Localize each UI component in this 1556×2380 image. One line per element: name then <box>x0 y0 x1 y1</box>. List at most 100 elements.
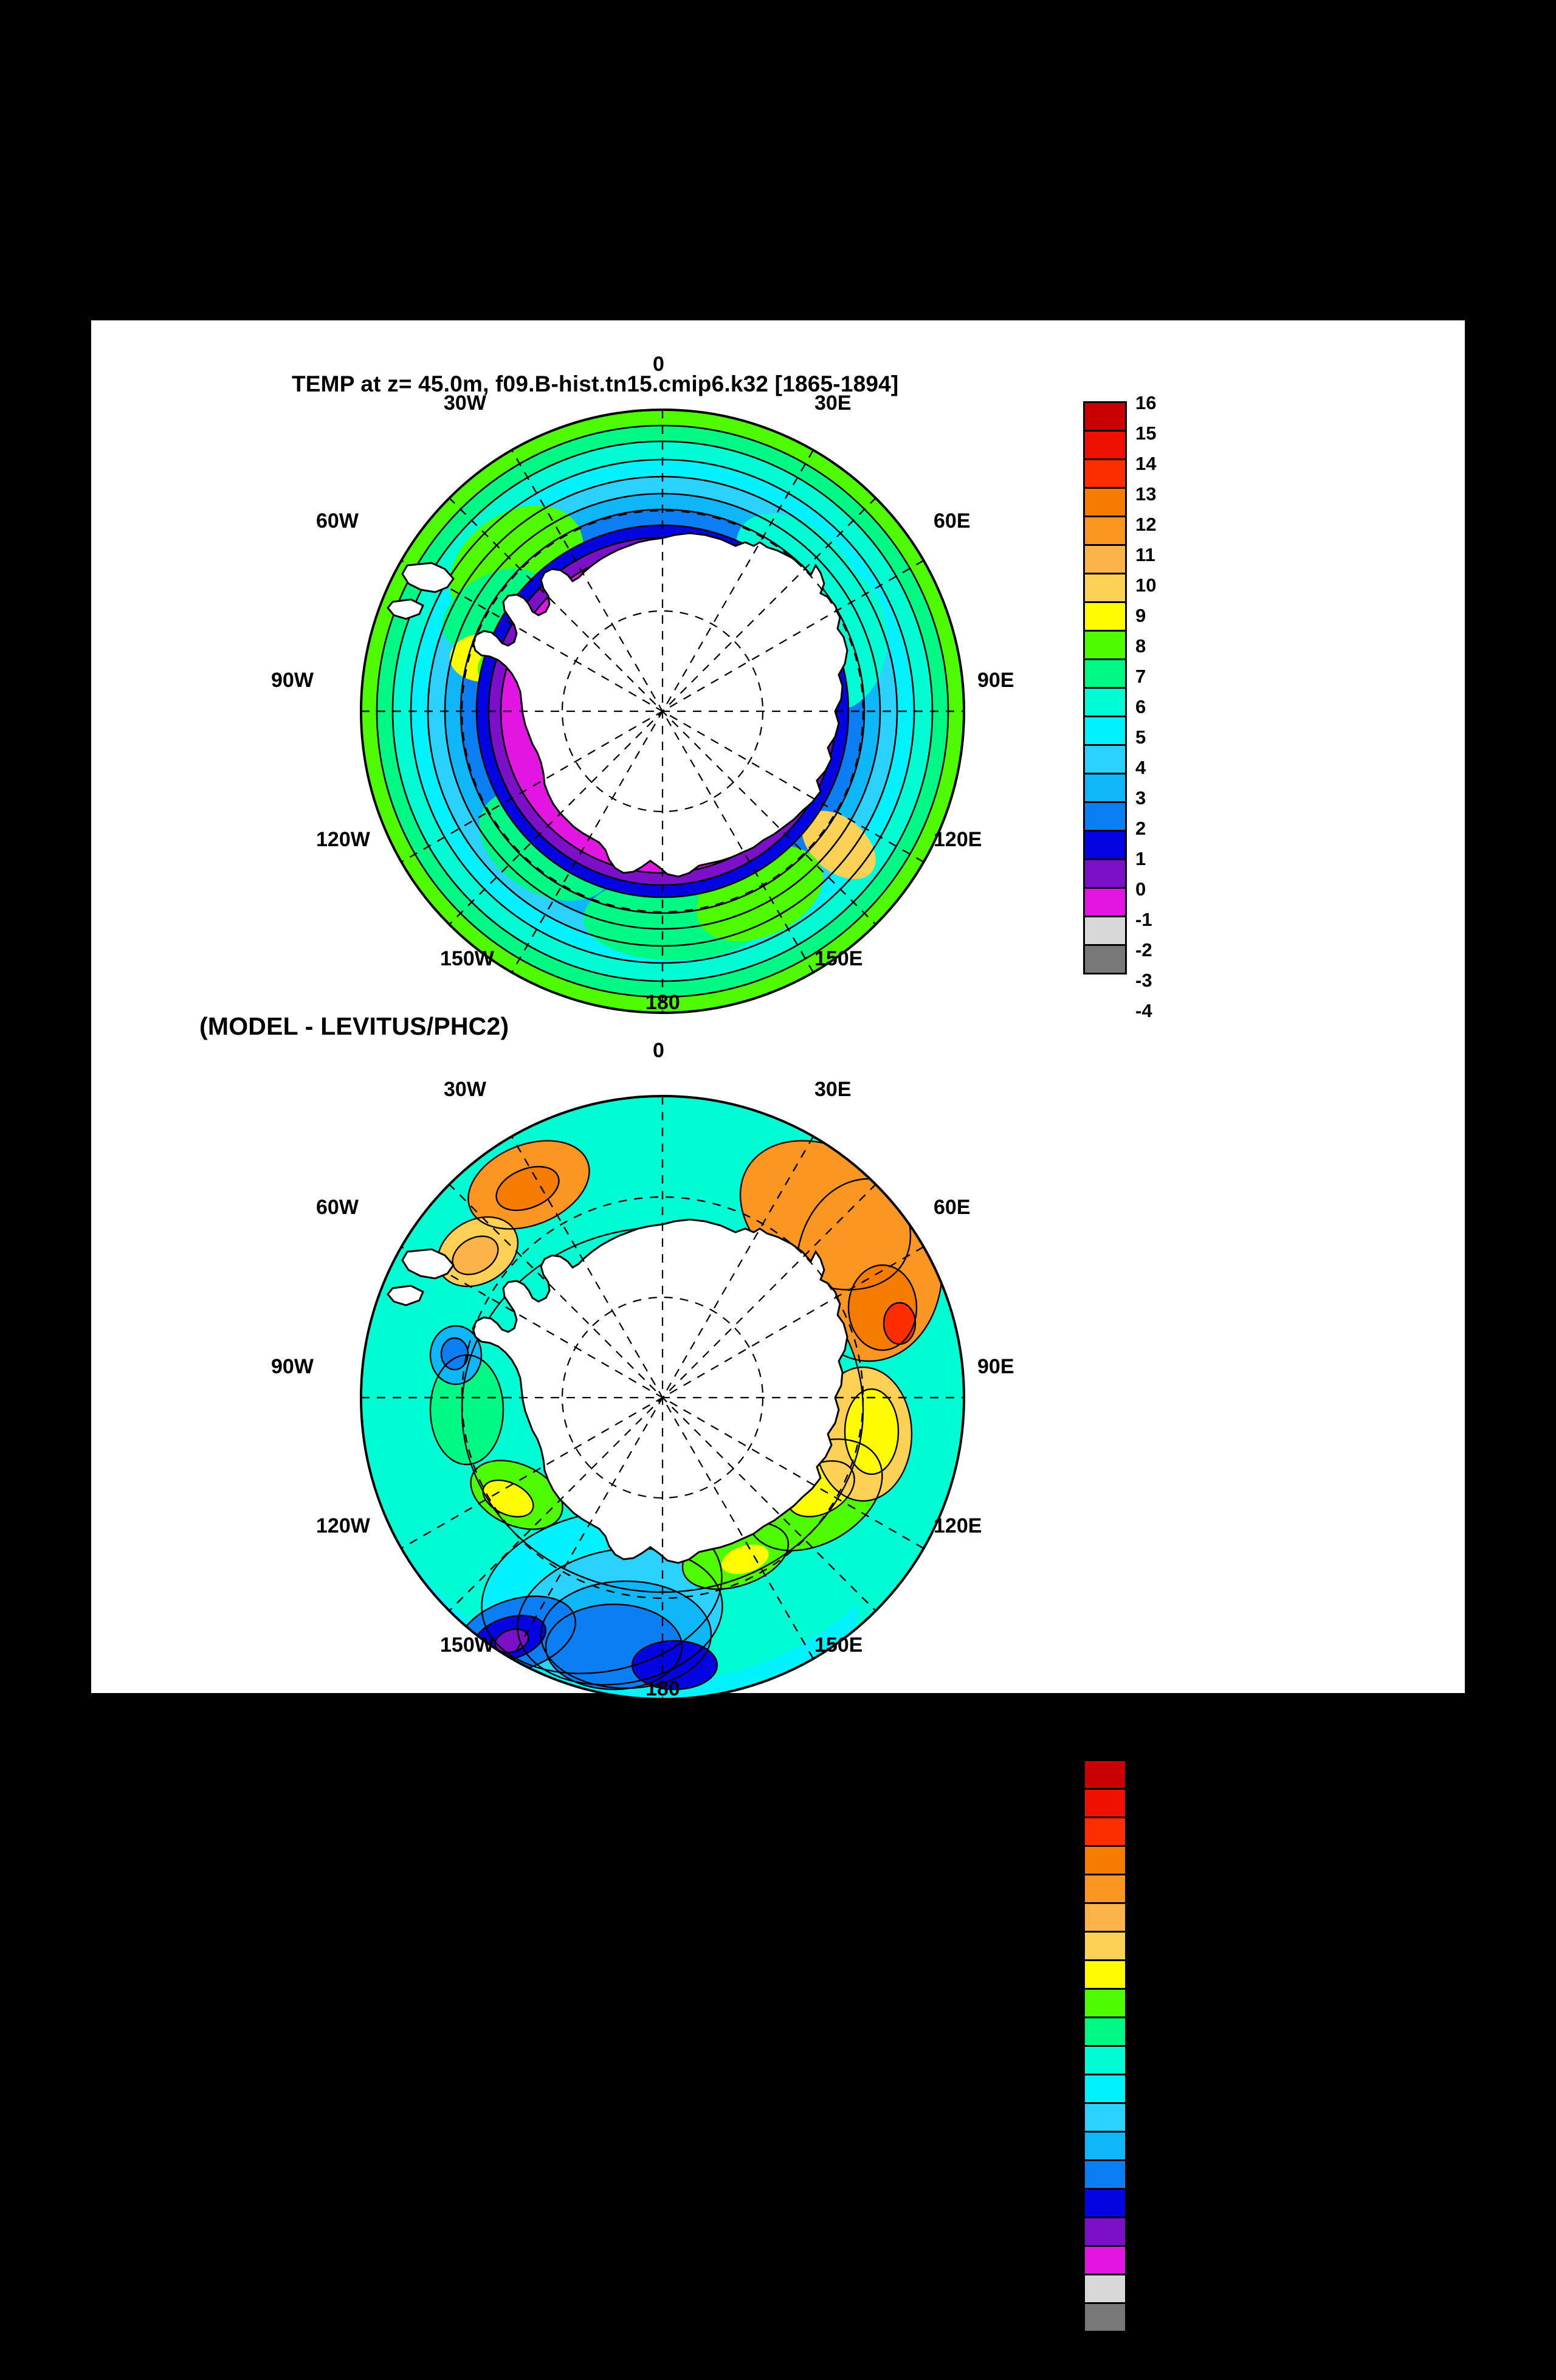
colorbar-cell <box>1083 858 1127 889</box>
colorbar-cell <box>1083 516 1127 546</box>
lon-label-0: 0 <box>653 353 664 376</box>
figure-page: TEMP at z= 45.0m, f09.B-hist.tn15.cmip6.… <box>91 320 1465 2379</box>
colorbar-cell <box>1083 887 1127 917</box>
colorbar-tick-label: 9 <box>1135 605 1146 626</box>
colorbar-tick-label: -0.5 <box>1135 2085 1168 2106</box>
colorbar-tick-label: 13 <box>1135 483 1157 505</box>
colorbar-tick-label: 5 <box>1135 726 1146 748</box>
colorbar-cell <box>1083 1959 1127 1990</box>
panel1-title: TEMP at z= 45.0m, f09.B-hist.tn15.cmip6.… <box>292 371 899 396</box>
lon-label-90e: 90E <box>977 669 1014 692</box>
colorbar-cell <box>1083 458 1127 489</box>
panel-anomaly: (MODEL - LEVITUS/PHC2) <box>91 1007 1465 2379</box>
colorbar-tick-label: 2 <box>1135 1933 1146 1954</box>
colorbar-cell <box>1083 944 1127 974</box>
colorbar-cell <box>1083 1931 1127 1961</box>
colorbar-tick-label: -4 <box>1135 2297 1152 2319</box>
colorbar-tick-label: -2 <box>1135 939 1152 961</box>
colorbar-tick-label: 4 <box>1135 1811 1146 1832</box>
lon-label-60w: 60W <box>316 1196 359 1219</box>
colorbar-tick-label: 0 <box>1135 2054 1146 2075</box>
colorbar-cell <box>1083 2045 1127 2075</box>
lon-label-150w: 150W <box>440 947 494 970</box>
colorbar-tick-label: 1 <box>1135 848 1146 869</box>
colorbar-tick-label: 0.5 <box>1135 2024 1162 2045</box>
colorbar-tick-label: -1.5 <box>1135 2145 1168 2167</box>
colorbar-cell <box>1083 430 1127 460</box>
lon-label-60w: 60W <box>316 509 359 533</box>
colorbar-tick-label: 3.5 <box>1135 1841 1162 1863</box>
colorbar-tick-label: 5 <box>1135 1750 1146 1771</box>
colorbar-cell <box>1083 401 1127 432</box>
colorbar-cell <box>1083 487 1127 517</box>
colorbar-cell <box>1083 2016 1127 2047</box>
lon-label-150e: 150E <box>814 1633 863 1657</box>
colorbar-cell <box>1083 1816 1127 1847</box>
panel-temperature: TEMP at z= 45.0m, f09.B-hist.tn15.cmip6.… <box>91 320 1465 1021</box>
colorbar-cell <box>1083 573 1127 603</box>
colorbar-cells <box>1083 1759 1127 2333</box>
lon-label-60e: 60E <box>934 509 971 533</box>
colorbar-cell <box>1083 658 1127 689</box>
colorbar-cell <box>1083 2245 1127 2275</box>
colorbar-cell <box>1083 2131 1127 2161</box>
lon-label-0: 0 <box>653 1039 664 1062</box>
colorbar-temperature: 16 15 14 13 12 11 10 9 8 7 6 5 4 3 2 1 0 -1 -2 -3 -4 <box>1083 392 1156 1021</box>
colorbar-cell <box>1083 2274 1127 2304</box>
colorbar-tick-label: 3 <box>1135 787 1146 809</box>
colorbar-tick-label: -5 <box>1135 2358 1152 2379</box>
lon-label-60e: 60E <box>934 1196 971 1219</box>
colorbar-cell <box>1083 2302 1127 2333</box>
colorbar-tick-label: 4 <box>1135 757 1146 778</box>
lon-label-30w: 30W <box>444 1078 486 1101</box>
colorbar-tick-label: 8 <box>1135 635 1146 657</box>
lon-label-120e: 120E <box>934 828 982 851</box>
lon-label-120w: 120W <box>316 828 370 851</box>
lon-label-90w: 90W <box>271 1355 314 1378</box>
lon-label-180: 180 <box>645 1677 680 1700</box>
colorbar-cell <box>1083 1845 1127 1875</box>
colorbar-cell <box>1083 2102 1127 2133</box>
lon-label-90e: 90E <box>977 1355 1014 1378</box>
colorbar-tick-label: -3 <box>1135 2237 1152 2258</box>
colorbar-anomaly: 5 4.5 4 3.5 3 2.5 2 1.5 1 0.5 0 -0.5 -1 -1.5 -2 -2.5 -3 -… <box>1083 1750 1168 2379</box>
colorbar-tick-label: 1.5 <box>1135 1963 1162 1984</box>
colorbar-cell <box>1083 544 1127 574</box>
colorbar-cell <box>1083 830 1127 860</box>
colorbar-tick-label: 11 <box>1135 544 1155 565</box>
lon-label-90w: 90W <box>271 669 314 692</box>
lon-label-150w: 150W <box>440 1633 494 1657</box>
colorbar-tick-label: 15 <box>1135 423 1157 444</box>
colorbar-tick-label: 6 <box>1135 696 1146 717</box>
colorbar-tick-label: -2.5 <box>1135 2206 1168 2227</box>
colorbar-tick-label: -4 <box>1135 1000 1152 1021</box>
colorbar-tick-label: -1 <box>1135 2115 1152 2136</box>
colorbar-cell <box>1083 2159 1127 2190</box>
colorbar-tick-label: -1 <box>1135 909 1152 930</box>
colorbar-tick-label: -4.5 <box>1135 2328 1168 2349</box>
colorbar-tick-label: -3.5 <box>1135 2267 1168 2288</box>
lon-label-30e: 30E <box>814 1078 852 1101</box>
colorbar-tick-label: -3 <box>1135 970 1152 991</box>
colorbar-cell <box>1083 1874 1127 1904</box>
colorbar-tick-label: 7 <box>1135 666 1146 687</box>
lon-label-30e: 30E <box>814 391 852 415</box>
colorbar-tick-label: 1 <box>1135 1993 1146 2015</box>
colorbar-cell <box>1083 716 1127 746</box>
colorbar-tick-label: 10 <box>1135 574 1157 596</box>
lon-label-180: 180 <box>645 991 680 1014</box>
colorbar-cell <box>1083 2188 1127 2218</box>
colorbar-tick-label: 2 <box>1135 818 1146 839</box>
colorbar-cell <box>1083 2074 1127 2104</box>
panel2-title: (MODEL - LEVITUS/PHC2) <box>199 1012 509 1040</box>
lon-label-120e: 120E <box>934 1514 982 1537</box>
lon-label-120w: 120W <box>316 1514 370 1537</box>
colorbar-tick-label: 3 <box>1135 1872 1146 1893</box>
map-temperature: 0 30E 60E 90E 120E 150E 180 150W 120W 90… <box>271 353 1014 1040</box>
colorbar-tick-label: 4.5 <box>1135 1781 1162 1802</box>
colorbar-cell <box>1083 1788 1127 1818</box>
colorbar-tick-label: 14 <box>1135 453 1157 474</box>
colorbar-cell <box>1083 773 1127 803</box>
colorbar-cells <box>1083 401 1127 974</box>
colorbar-cell <box>1083 1988 1127 2018</box>
